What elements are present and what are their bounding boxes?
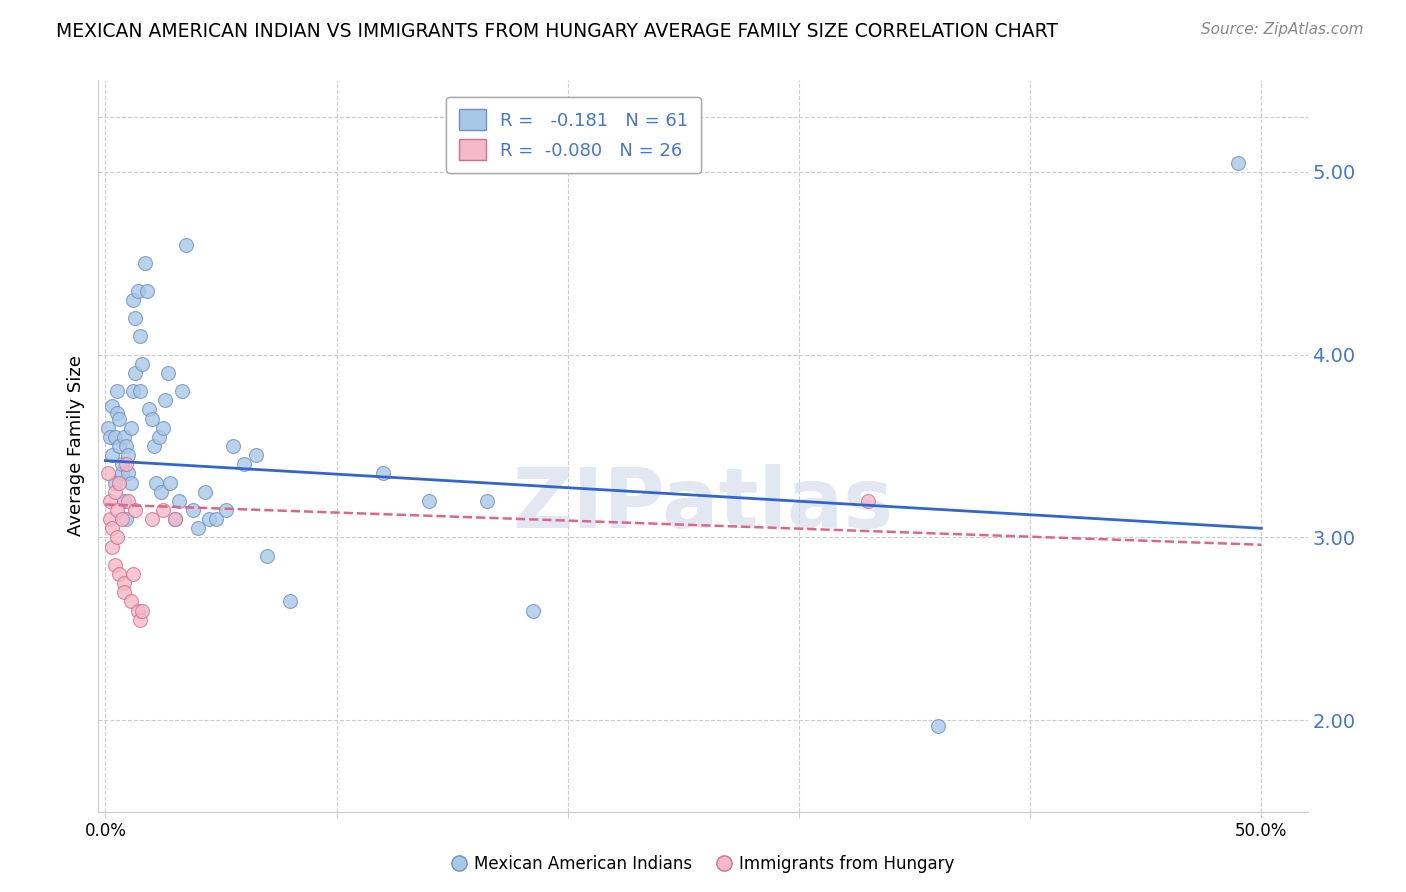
Point [112,576,135,591]
Point [194,484,217,499]
Point [115,512,138,526]
Point [117,448,139,462]
Point [105,530,128,544]
Point [152,503,174,517]
Point [163,512,186,526]
Point [141,512,163,526]
Point [104,558,127,572]
Point [152,421,174,435]
Point [141,411,163,425]
Point [1227,155,1250,169]
Legend: R =   -0.181   N = 61, R =  -0.080   N = 26: R = -0.181 N = 61, R = -0.080 N = 26 [446,96,702,173]
Point [108,439,131,453]
Point [117,494,139,508]
Point [233,457,256,471]
Point [145,475,167,490]
Point [120,594,142,608]
Point [104,430,127,444]
Point [105,384,128,398]
Point [115,439,138,453]
Point [124,366,146,380]
Point [112,585,135,599]
Point [104,475,127,490]
Point [129,613,152,627]
Point [181,503,204,517]
Point [127,284,149,298]
Legend: Mexican American Indians, Immigrants from Hungary: Mexican American Indians, Immigrants fro… [446,848,960,880]
Point [214,503,236,517]
Point [105,406,128,420]
Point [101,448,124,462]
Point [98,512,121,526]
Point [97,467,120,481]
Point [122,384,145,398]
Point [138,402,160,417]
Point [169,494,191,508]
Point [108,411,131,425]
Point [163,512,186,526]
Point [101,540,124,554]
Point [131,603,153,617]
Point [117,467,139,481]
Point [198,512,221,526]
Point [142,439,165,453]
Point [858,494,880,508]
Point [129,329,152,343]
Point [174,238,197,252]
Point [105,503,128,517]
Point [149,484,172,499]
Point [278,594,301,608]
Point [120,475,142,490]
Point [108,567,131,582]
Point [120,421,142,435]
Point [129,384,152,398]
Point [134,256,156,270]
Point [170,384,193,398]
Point [112,430,135,444]
Text: MEXICAN AMERICAN INDIAN VS IMMIGRANTS FROM HUNGARY AVERAGE FAMILY SIZE CORRELATI: MEXICAN AMERICAN INDIAN VS IMMIGRANTS FR… [56,22,1059,41]
Point [522,603,544,617]
Point [110,512,132,526]
Point [124,503,146,517]
Point [205,512,228,526]
Y-axis label: Average Family Size: Average Family Size [66,356,84,536]
Point [371,467,394,481]
Point [98,494,121,508]
Point [104,484,127,499]
Point [122,567,145,582]
Point [112,494,135,508]
Point [475,494,498,508]
Point [187,521,209,535]
Point [131,357,153,371]
Point [127,603,149,617]
Point [418,494,440,508]
Point [115,457,138,471]
Point [124,311,146,326]
Point [110,467,132,481]
Text: ZIPatlas: ZIPatlas [513,464,893,545]
Point [245,448,267,462]
Point [110,457,132,471]
Point [148,430,170,444]
Point [155,393,177,408]
Point [98,430,121,444]
Text: Source: ZipAtlas.com: Source: ZipAtlas.com [1201,22,1364,37]
Point [156,366,179,380]
Point [97,421,120,435]
Point [136,284,159,298]
Point [101,399,124,413]
Point [101,521,124,535]
Point [122,293,145,307]
Point [256,549,278,563]
Point [108,475,131,490]
Point [221,439,243,453]
Point [159,475,181,490]
Point [927,719,949,733]
